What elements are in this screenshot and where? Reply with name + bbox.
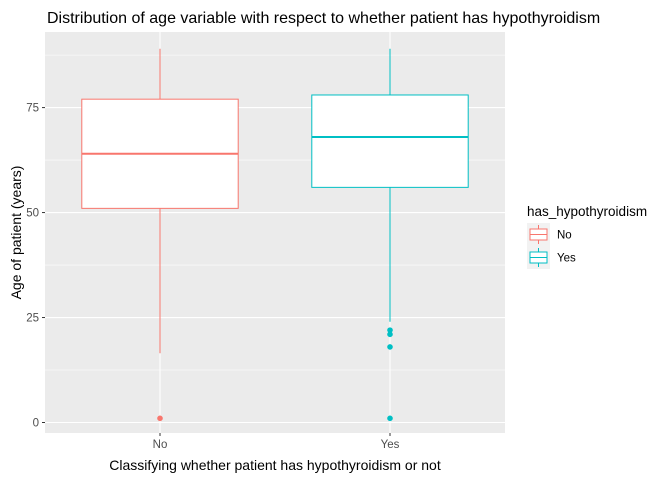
y-axis-title: Age of patient (years) [8,166,24,300]
y-axis: 0 25 50 75 [26,103,45,430]
x-axis: No Yes [153,433,400,451]
outlier-point [157,415,163,422]
legend-label: Yes [557,253,576,265]
legend-item-no: No [527,223,572,246]
y-tick-label: 75 [26,103,39,115]
legend-label: No [557,230,572,242]
legend-title: has_hypothyroidism [527,204,647,219]
box-yes [311,48,469,422]
y-tick-label: 50 [26,208,39,220]
x-axis-title: Classifying whether patient has hypothyr… [109,457,441,473]
y-tick-label: 0 [33,418,39,430]
outlier-point [387,331,393,338]
outlier-point [387,344,393,350]
y-tick-label: 25 [26,313,39,325]
legend: has_hypothyroidism No Yes [527,204,647,269]
legend-item-yes: Yes [527,246,576,269]
x-tick-label: Yes [381,439,400,451]
box-no [81,48,239,422]
outlier-point [387,415,393,422]
box-plots [81,48,469,422]
chart-title: Distribution of age variable with respec… [47,10,600,27]
plot-panel [45,32,505,433]
x-tick-label: No [153,439,168,451]
iqr-box [311,94,469,188]
outlier-point [387,327,393,333]
